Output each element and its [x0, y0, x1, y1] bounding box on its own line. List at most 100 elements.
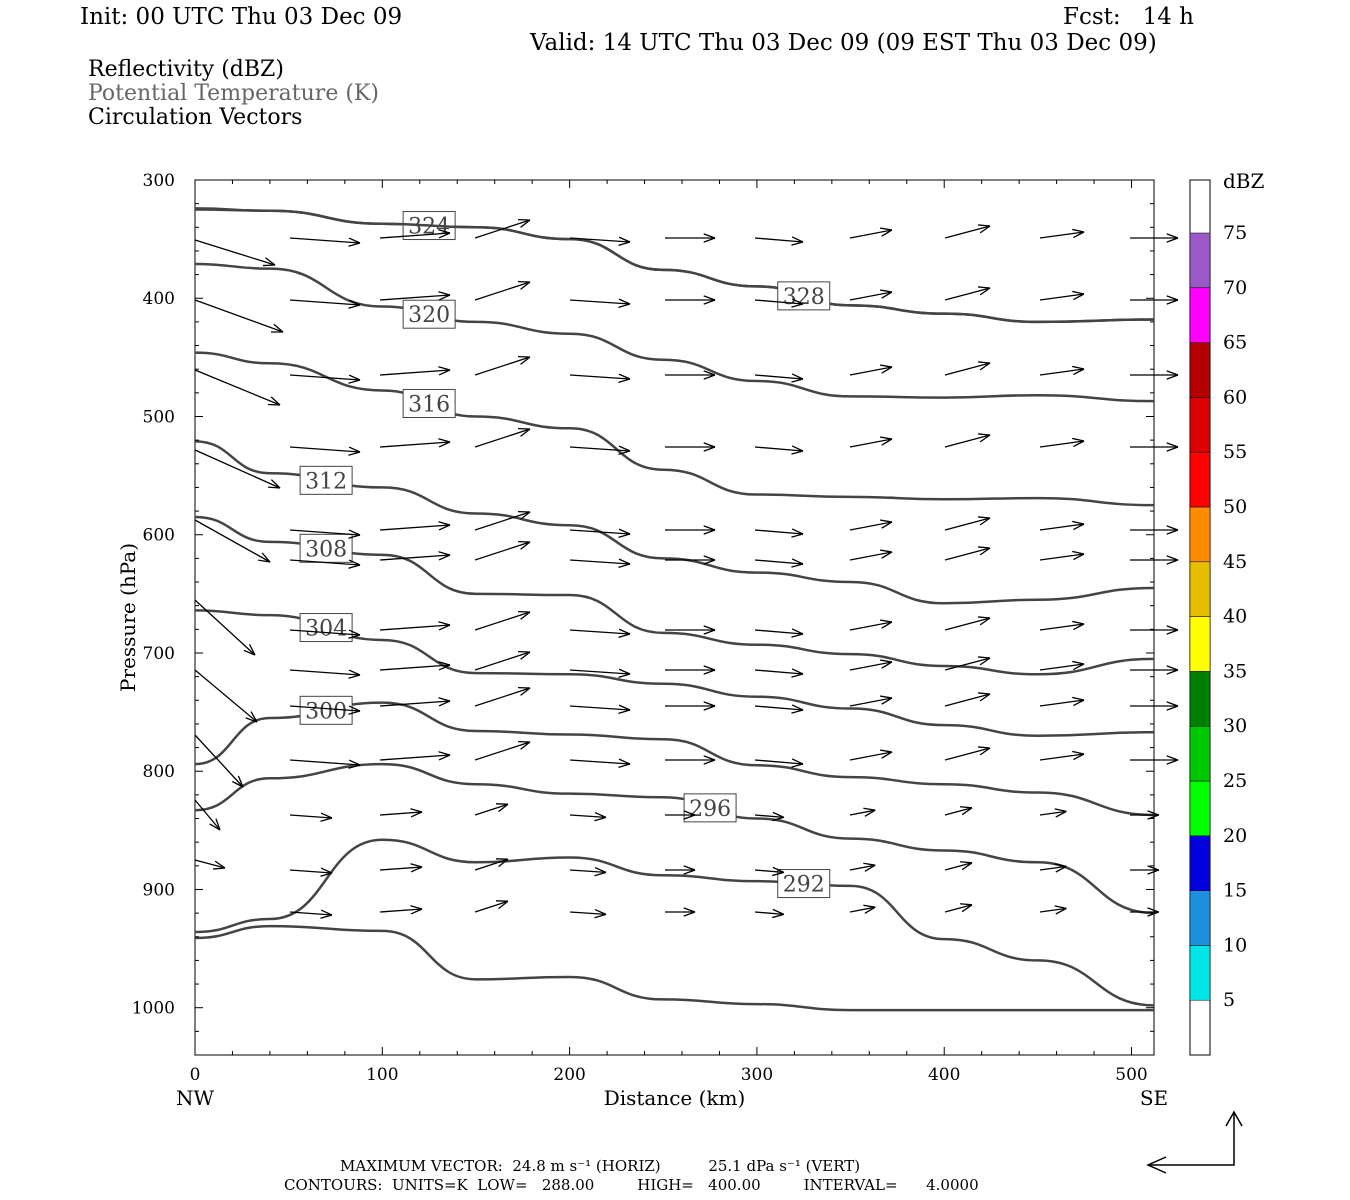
vector-arrow [944, 286, 991, 301]
vector-head [1147, 810, 1160, 816]
colorbar-tick-label: 75 [1223, 222, 1247, 244]
vector-shaft [194, 449, 281, 489]
vector-head [961, 807, 973, 816]
vector-head [438, 554, 451, 561]
vector-head [348, 634, 361, 639]
vector-arrow [944, 746, 991, 761]
vector-arrow [1039, 520, 1085, 531]
contour-label: 308 [299, 533, 353, 563]
vector-head [243, 649, 256, 656]
vector-head [772, 816, 784, 822]
vector-shaft [379, 369, 451, 376]
vector-head [1166, 705, 1179, 711]
vector-shaft [754, 529, 804, 535]
vector-head [320, 914, 333, 919]
vector-head [1054, 905, 1067, 910]
vector-head [618, 236, 631, 243]
contour-label-box [683, 793, 737, 823]
vector-arrow [1130, 701, 1179, 711]
vector-head [863, 904, 876, 908]
vector-head [791, 709, 804, 714]
vector-shaft [569, 629, 631, 635]
vector-head [250, 711, 258, 723]
vector-arrow [665, 370, 716, 380]
vector-shaft [379, 554, 451, 561]
vector-head [1166, 555, 1179, 561]
vector-head [248, 644, 256, 656]
vector-head [880, 749, 893, 753]
vector-shaft [289, 911, 333, 916]
vector-shaft [379, 624, 451, 631]
vector-head [618, 668, 631, 675]
vector-head [618, 628, 631, 635]
vector-head [618, 633, 631, 638]
vector-arrow [754, 445, 804, 455]
vector-arrow [379, 863, 423, 873]
vector-arrow [944, 903, 973, 913]
vector-arrow [665, 755, 716, 765]
vector-arrow [1039, 863, 1067, 873]
vector-head [703, 446, 716, 452]
vector-head [772, 913, 784, 919]
x-right-end-label: SE [1140, 1086, 1168, 1110]
vector-head [772, 871, 784, 877]
plot-frame [194, 179, 1155, 1056]
vector-head [1072, 620, 1085, 625]
vector-head [1166, 374, 1179, 380]
vector-shaft [379, 664, 451, 671]
vector-arrow [1039, 290, 1085, 301]
vector-arrow [1039, 620, 1085, 631]
vector-arrow [194, 299, 284, 333]
vector-arrow [289, 629, 361, 639]
vector-head [880, 619, 893, 623]
x-axis-title: Distance (km) [604, 1086, 746, 1110]
vector-head [520, 687, 531, 696]
vector-arrow [194, 449, 281, 489]
vector-shaft [569, 529, 631, 535]
vector-arrow [1039, 808, 1067, 818]
vector-shaft [754, 559, 804, 565]
vector-head [880, 659, 893, 663]
vector-arrow [194, 239, 276, 267]
vector-head [703, 370, 716, 376]
vector-head [348, 559, 361, 566]
vector-head [1166, 665, 1179, 671]
colorbar-tick-label: 55 [1223, 441, 1247, 463]
vector-head [618, 563, 631, 568]
vector-head [1166, 701, 1179, 707]
vector-head [1072, 290, 1085, 295]
vector-arrow [944, 546, 991, 561]
vector-head [1073, 753, 1085, 761]
vector-shaft [474, 651, 531, 671]
vector-head [438, 697, 451, 702]
vector-arrow [1039, 365, 1085, 376]
vector-head [1054, 808, 1067, 813]
vector-shaft [379, 866, 423, 871]
colorbar-tick-label: 50 [1223, 496, 1247, 518]
vector-head [864, 809, 876, 817]
vector-shaft [944, 225, 991, 239]
vector-arrow [379, 751, 451, 761]
vector-shaft [194, 799, 221, 831]
vector-shaft [474, 281, 531, 301]
vector-arrow [379, 438, 451, 448]
vector-arrow [754, 811, 785, 822]
theta-contour-line [195, 838, 1154, 1007]
colorbar-tick-label: 35 [1223, 660, 1247, 682]
contour-label-text: 292 [783, 873, 825, 898]
vector-arrow [569, 236, 631, 246]
vector-head [212, 867, 226, 870]
colorbar-swatch [1189, 616, 1211, 672]
contour-label-box [402, 388, 456, 418]
circulation-vectors [194, 218, 1179, 919]
vector-arrow [379, 697, 451, 707]
vector-head [438, 754, 451, 761]
vector-arrow [569, 908, 607, 919]
vector-shaft [1039, 699, 1085, 707]
vector-head [320, 872, 333, 877]
vector-head [438, 751, 451, 756]
vector-shaft [289, 669, 361, 676]
vector-head [791, 628, 804, 635]
vector-head [979, 693, 991, 702]
vector-head [273, 323, 284, 333]
